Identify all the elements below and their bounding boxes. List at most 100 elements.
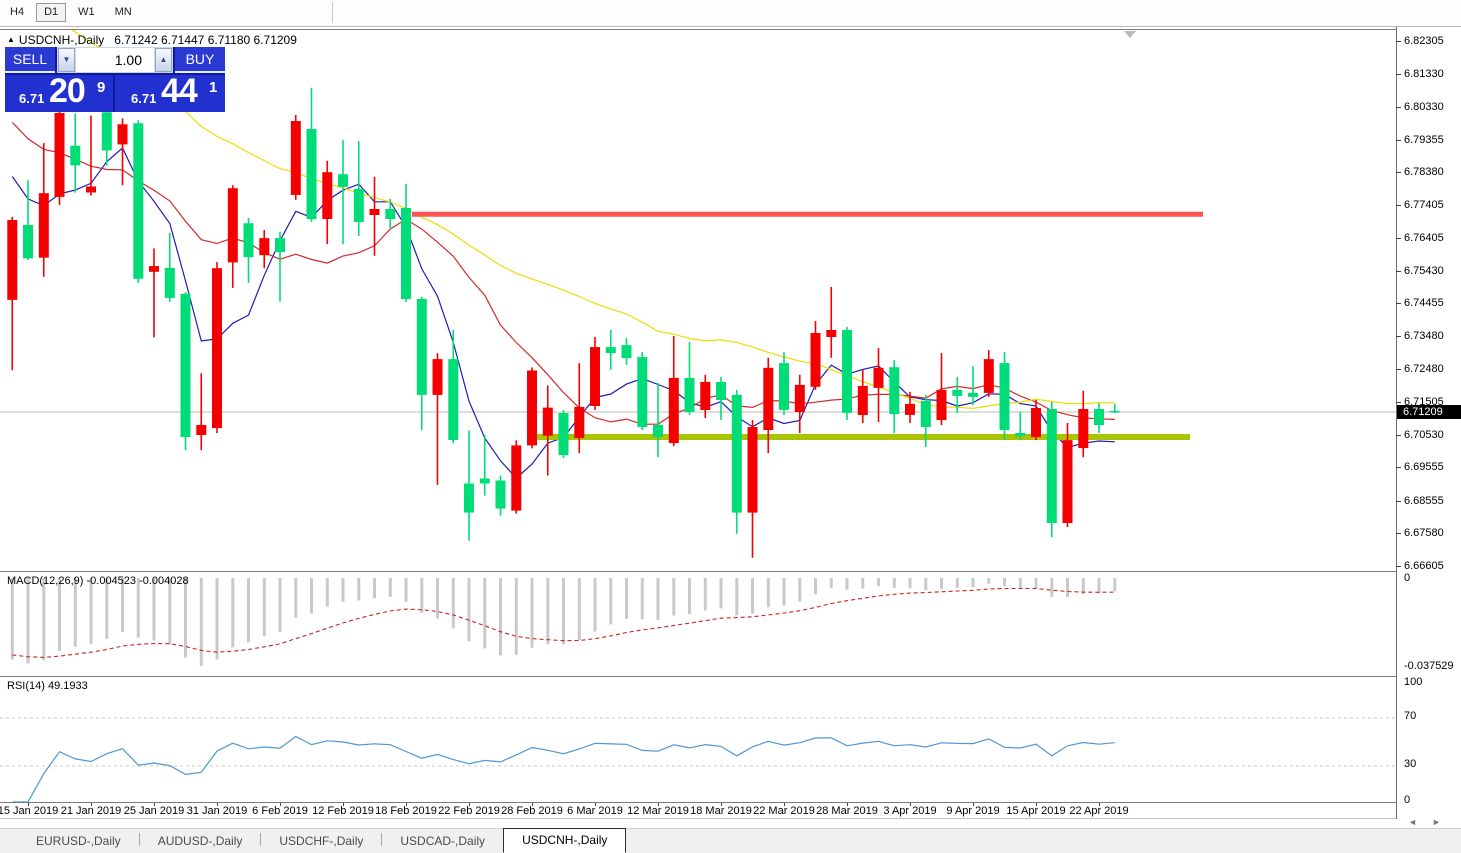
candle-body[interactable] — [259, 238, 270, 256]
candle-body[interactable] — [212, 268, 222, 429]
candle-body[interactable] — [968, 392, 978, 397]
candle-body[interactable] — [590, 347, 600, 406]
candle-body[interactable] — [542, 407, 553, 436]
timeframe-button-h4[interactable]: H4 — [10, 6, 25, 18]
candle-body[interactable] — [952, 389, 963, 396]
candle-body[interactable] — [684, 377, 695, 412]
timeframe-button-d1[interactable]: D1 — [36, 3, 67, 22]
candle-body[interactable] — [101, 112, 112, 151]
chart-shift-marker-icon[interactable] — [1124, 31, 1136, 38]
candle-body[interactable] — [574, 406, 585, 438]
timeframe-button-w1[interactable]: W1 — [78, 6, 95, 18]
candle-body[interactable] — [653, 425, 663, 437]
candle-body[interactable] — [133, 123, 144, 279]
candle-body[interactable] — [70, 145, 81, 166]
candle-body[interactable] — [353, 188, 364, 222]
candle-body[interactable] — [794, 384, 805, 412]
candle-body[interactable] — [196, 425, 207, 435]
candle-body[interactable] — [416, 298, 427, 395]
chart-tab-usdcad[interactable]: USDCAD-,Daily — [400, 834, 486, 848]
candle-body[interactable] — [1031, 408, 1041, 438]
candle-body[interactable] — [511, 445, 522, 511]
candle-body[interactable] — [983, 359, 994, 393]
candle-body[interactable] — [23, 225, 33, 259]
candle-body[interactable] — [731, 394, 742, 513]
volume-increase-button[interactable]: ▲ — [155, 48, 172, 72]
candle-body[interactable] — [306, 129, 317, 219]
candle-body[interactable] — [464, 483, 474, 513]
candle-body[interactable] — [448, 359, 459, 440]
candle-body[interactable] — [905, 403, 915, 415]
timeframe-button-mn[interactable]: MN — [114, 6, 132, 18]
candle-body[interactable] — [857, 385, 868, 415]
rsi-value: 49.1933 — [47, 680, 88, 692]
scroll-right-arrow[interactable]: ► — [1432, 817, 1441, 827]
candle-body[interactable] — [54, 113, 65, 197]
candle-body[interactable] — [385, 209, 396, 219]
candle-body[interactable] — [275, 238, 285, 253]
candle-body[interactable] — [700, 381, 711, 410]
candle-body[interactable] — [1094, 409, 1104, 426]
candle-body[interactable] — [621, 345, 632, 359]
panel-separator[interactable] — [0, 571, 1397, 572]
candle-body[interactable] — [495, 480, 506, 509]
candle-body[interactable] — [149, 266, 159, 272]
sell-button[interactable]: SELL — [5, 47, 55, 73]
candle-body[interactable] — [810, 333, 821, 387]
candle-body[interactable] — [1062, 440, 1073, 523]
candle-body[interactable] — [747, 427, 758, 513]
chart-tab-audusd[interactable]: AUDUSD-,Daily — [157, 834, 243, 848]
rsi-axis-label: 70 — [1404, 710, 1417, 722]
chart-tab-usdcnh[interactable]: USDCNH-,Daily — [503, 828, 627, 853]
candle-body[interactable] — [936, 389, 947, 420]
candle-body[interactable] — [338, 174, 348, 187]
candle-body[interactable] — [889, 367, 900, 414]
candle-body[interactable] — [38, 193, 49, 258]
candle-body[interactable] — [527, 370, 537, 446]
buy-price-display[interactable]: 6.71 44 1 — [115, 72, 225, 112]
price-chart-canvas[interactable] — [0, 30, 1396, 571]
candle-body[interactable] — [7, 220, 18, 300]
rsi-indicator-canvas[interactable] — [0, 677, 1396, 802]
candle-body[interactable] — [1109, 410, 1120, 413]
candle-body[interactable] — [290, 121, 301, 195]
candle-body[interactable] — [432, 359, 443, 395]
candle-body[interactable] — [1078, 409, 1089, 449]
candle-body[interactable] — [243, 223, 254, 258]
candle-body[interactable] — [401, 208, 411, 299]
scroll-left-arrow[interactable]: ◄ — [1408, 817, 1417, 827]
candle-body[interactable] — [826, 330, 837, 337]
candle-body[interactable] — [716, 381, 726, 400]
candle-body[interactable] — [999, 363, 1010, 430]
candle-body[interactable] — [779, 363, 789, 410]
candle-body[interactable] — [1015, 433, 1026, 436]
candle-body[interactable] — [763, 367, 774, 430]
buy-button[interactable]: BUY — [175, 47, 225, 73]
collapse-triangle-icon[interactable]: ▲ — [7, 35, 15, 44]
medium-ma-line[interactable] — [11, 121, 1115, 425]
candle-body[interactable] — [920, 400, 931, 427]
chart-tab-usdchf[interactable]: USDCHF-,Daily — [279, 834, 364, 848]
slow-ma-line[interactable] — [12, 30, 1115, 410]
candle-body[interactable] — [605, 347, 616, 354]
macd-indicator-canvas[interactable] — [0, 572, 1396, 676]
candle-body[interactable] — [637, 357, 648, 427]
candle-body[interactable] — [164, 267, 175, 298]
volume-input[interactable] — [76, 48, 154, 72]
candle-body[interactable] — [322, 172, 333, 219]
candle-body[interactable] — [479, 478, 490, 484]
candle-body[interactable] — [86, 186, 96, 193]
candle-body[interactable] — [668, 377, 679, 444]
candle-body[interactable] — [227, 188, 238, 263]
candle-body[interactable] — [369, 209, 380, 215]
panel-separator[interactable] — [0, 676, 1397, 677]
candle-body[interactable] — [842, 330, 852, 413]
candle-body[interactable] — [873, 367, 884, 388]
candle-body[interactable] — [1046, 409, 1057, 523]
candle-body[interactable] — [558, 413, 569, 456]
sell-price-display[interactable]: 6.71 20 9 — [5, 72, 113, 112]
chart-tab-eurusd[interactable]: EURUSD-,Daily — [36, 834, 121, 848]
candle-body[interactable] — [117, 124, 128, 145]
volume-decrease-button[interactable]: ▼ — [58, 48, 75, 72]
candle-body[interactable] — [180, 293, 191, 437]
